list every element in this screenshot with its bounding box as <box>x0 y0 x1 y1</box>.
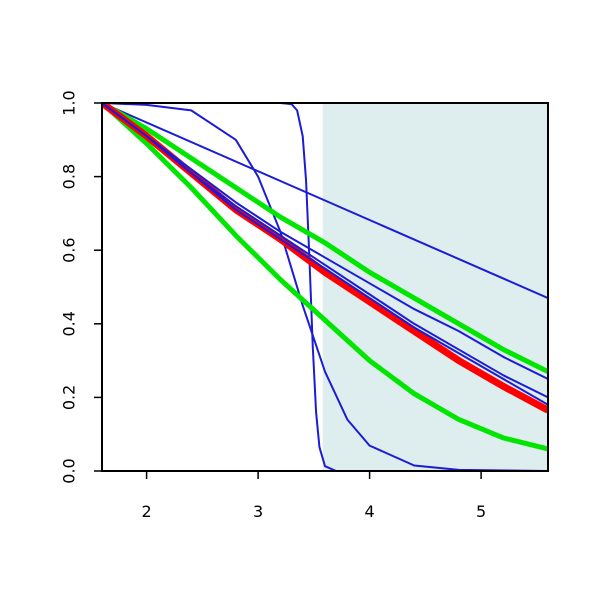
y-tick-label: 0.8 <box>60 164 79 189</box>
curve <box>102 103 548 380</box>
curve <box>102 103 548 452</box>
curve <box>102 103 548 406</box>
plot-area <box>102 103 548 471</box>
axes: 2 3 4 5 0.0 0.2 0.4 0.6 0.8 1.0 <box>60 90 549 521</box>
x-tick-label: 2 <box>142 502 152 521</box>
plot-frame <box>101 102 549 472</box>
curve <box>102 103 548 374</box>
y-tick-label: 0.0 <box>60 458 79 483</box>
curve <box>102 103 548 471</box>
y-tick-label: 0.6 <box>60 237 79 262</box>
y-tick-label: 1.0 <box>60 90 79 115</box>
x-tick-label: 4 <box>365 502 375 521</box>
y-tick-label: 0.4 <box>60 311 79 336</box>
curve <box>102 103 548 299</box>
shaded-region <box>322 103 548 471</box>
y-tick-label: 0.2 <box>60 385 79 410</box>
x-tick-label: 5 <box>476 502 486 521</box>
x-tick-label: 3 <box>253 502 263 521</box>
